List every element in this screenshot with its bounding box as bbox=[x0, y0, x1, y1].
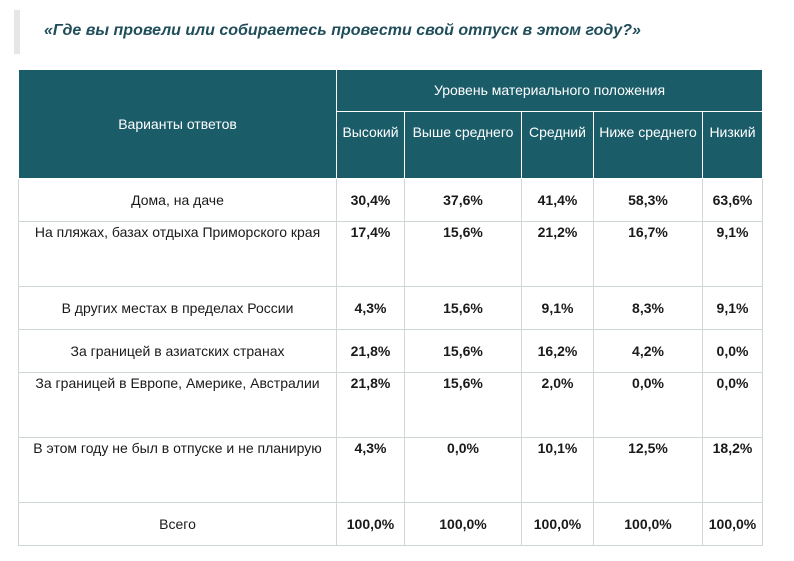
table-cell: 21,8% bbox=[336, 372, 405, 438]
survey-table: Варианты ответов Уровень материального п… bbox=[18, 69, 763, 546]
row-label: В этом году не был в отпуске и не планир… bbox=[18, 437, 337, 503]
table-cell: 16,7% bbox=[593, 221, 703, 287]
table-cell: 10,1% bbox=[521, 437, 594, 503]
table-cell: 21,2% bbox=[521, 221, 594, 287]
table-cell: 2,0% bbox=[521, 372, 594, 438]
table-row: Всего 100,0% 100,0% 100,0% 100,0% 100,0% bbox=[18, 502, 763, 546]
table-cell: 100,0% bbox=[593, 502, 703, 546]
page-title: «Где вы провели или собираетесь провести… bbox=[44, 22, 641, 39]
column-header: Ниже среднего bbox=[593, 111, 703, 179]
table-cell: 15,6% bbox=[404, 372, 522, 438]
table-row: Дома, на даче 30,4% 37,6% 41,4% 58,3% 63… bbox=[18, 178, 763, 222]
header-group: Уровень материального положения bbox=[336, 69, 763, 112]
table-row: На пляжах, базах отдыха Приморского края… bbox=[18, 221, 763, 287]
row-label: Всего bbox=[18, 502, 337, 546]
row-label: За границей в Европе, Америке, Австралии bbox=[18, 372, 337, 438]
table-cell: 18,2% bbox=[702, 437, 763, 503]
table-cell: 41,4% bbox=[521, 178, 594, 222]
table-cell: 100,0% bbox=[336, 502, 405, 546]
table-cell: 15,6% bbox=[404, 329, 522, 373]
table-cell: 100,0% bbox=[404, 502, 522, 546]
column-header: Низкий bbox=[702, 111, 763, 179]
row-label: Дома, на даче bbox=[18, 178, 337, 222]
table-cell: 0,0% bbox=[702, 329, 763, 373]
table-row: За границей в Европе, Америке, Австралии… bbox=[18, 372, 763, 438]
header-answers: Варианты ответов bbox=[18, 69, 337, 179]
table-cell: 9,1% bbox=[702, 221, 763, 287]
table-cell: 4,2% bbox=[593, 329, 703, 373]
row-label: В других местах в пределах России bbox=[18, 286, 337, 330]
table-cell: 21,8% bbox=[336, 329, 405, 373]
row-label: За границей в азиатских странах bbox=[18, 329, 337, 373]
table-cell: 17,4% bbox=[336, 221, 405, 287]
table-cell: 100,0% bbox=[521, 502, 594, 546]
table-cell: 0,0% bbox=[702, 372, 763, 438]
table-cell: 0,0% bbox=[593, 372, 703, 438]
table-row: В этом году не был в отпуске и не планир… bbox=[18, 437, 763, 503]
table-cell: 12,5% bbox=[593, 437, 703, 503]
table-cell: 8,3% bbox=[593, 286, 703, 330]
table-cell: 16,2% bbox=[521, 329, 594, 373]
table-row: За границей в азиатских странах 21,8% 15… bbox=[18, 329, 763, 373]
table-cell: 9,1% bbox=[521, 286, 594, 330]
table-cell: 0,0% bbox=[404, 437, 522, 503]
column-header: Выше среднего bbox=[404, 111, 522, 179]
table-cell: 9,1% bbox=[702, 286, 763, 330]
column-header: Средний bbox=[521, 111, 594, 179]
table-cell: 30,4% bbox=[336, 178, 405, 222]
blockquote-bar bbox=[14, 10, 20, 54]
row-label: На пляжах, базах отдыха Приморского края bbox=[18, 221, 337, 287]
table-row: В других местах в пределах России 4,3% 1… bbox=[18, 286, 763, 330]
table-cell: 37,6% bbox=[404, 178, 522, 222]
table-cell: 4,3% bbox=[336, 286, 405, 330]
table-cell: 15,6% bbox=[404, 221, 522, 287]
column-header: Высокий bbox=[336, 111, 405, 179]
table-cell: 4,3% bbox=[336, 437, 405, 503]
table-cell: 63,6% bbox=[702, 178, 763, 222]
table-cell: 15,6% bbox=[404, 286, 522, 330]
table-cell: 100,0% bbox=[702, 502, 763, 546]
table-cell: 58,3% bbox=[593, 178, 703, 222]
